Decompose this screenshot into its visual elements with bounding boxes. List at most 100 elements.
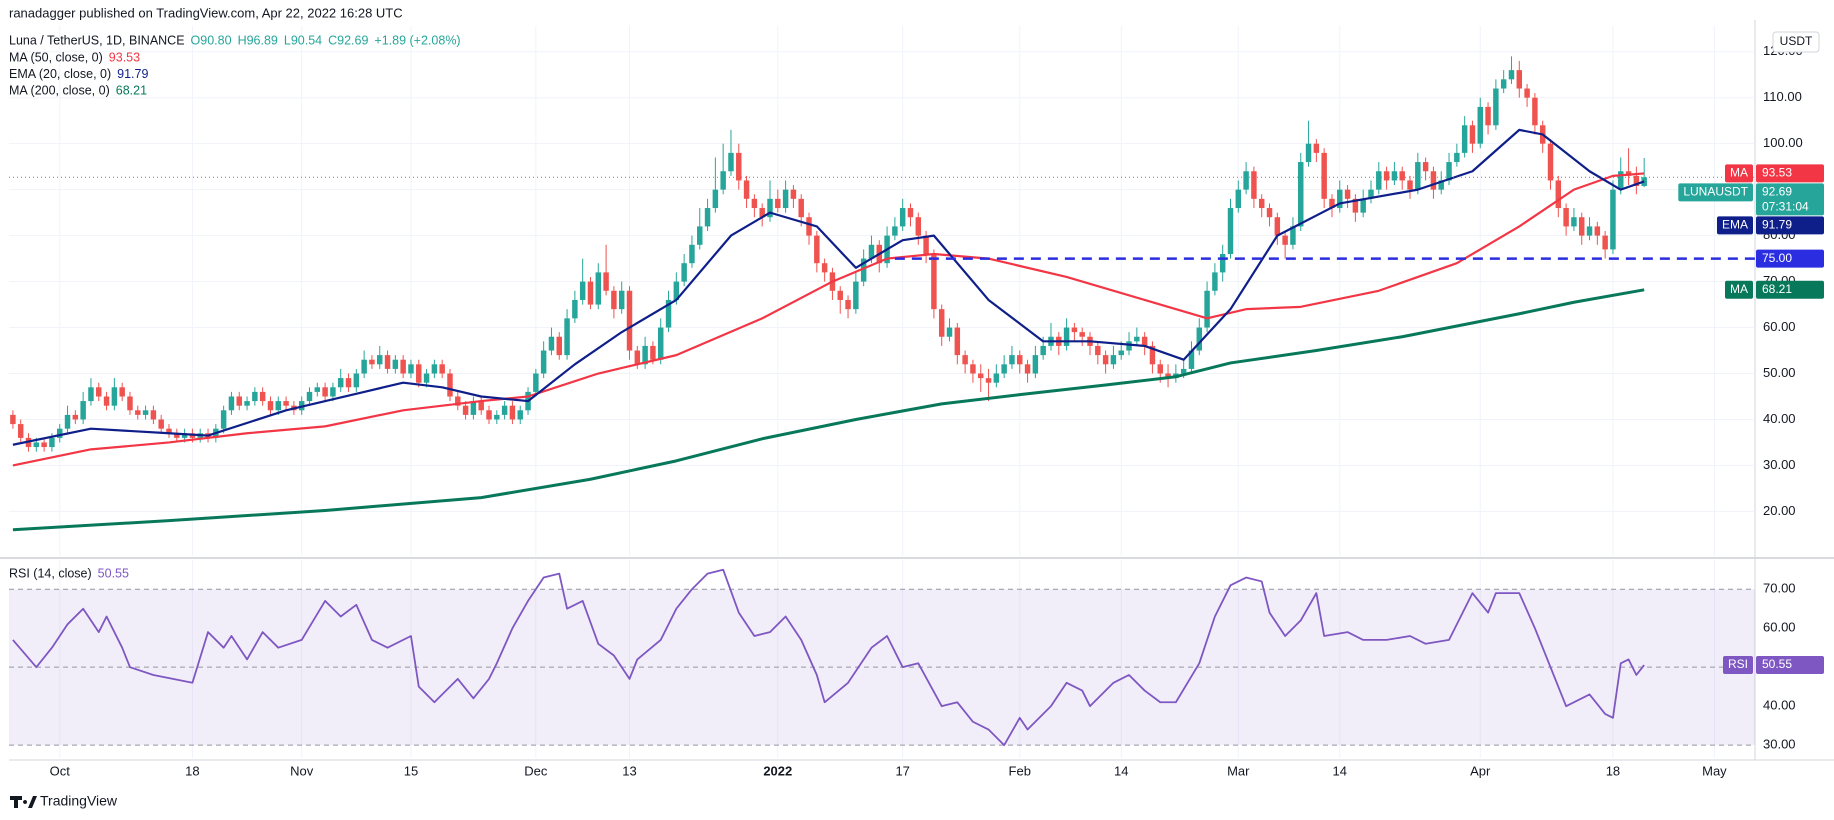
tag-label: EMA bbox=[1722, 218, 1748, 232]
candle-body bbox=[1282, 235, 1288, 245]
candle-body bbox=[1368, 189, 1374, 199]
tag-countdown: 07:31:04 bbox=[1762, 200, 1809, 214]
candle-body bbox=[1524, 88, 1530, 98]
candle-body bbox=[1009, 355, 1015, 365]
publish-note: ranadagger published on TradingView.com,… bbox=[9, 5, 403, 20]
candle-body bbox=[462, 405, 469, 415]
candle-body bbox=[1243, 171, 1249, 190]
candle-body bbox=[907, 208, 914, 218]
candle-body bbox=[1017, 355, 1023, 365]
candle-body bbox=[1430, 171, 1437, 190]
tag-label: RSI bbox=[1728, 657, 1748, 671]
tag-value-box bbox=[1756, 249, 1824, 268]
candle-body bbox=[64, 414, 71, 429]
candle-body bbox=[1032, 355, 1039, 374]
tag-label-box bbox=[1725, 164, 1753, 183]
candle-body bbox=[572, 299, 578, 319]
candle-body bbox=[790, 189, 797, 199]
candle-body bbox=[618, 290, 625, 310]
rsi-tick-label: 40.00 bbox=[1763, 698, 1796, 713]
candle-body bbox=[337, 378, 344, 388]
tag-value-box bbox=[1756, 164, 1824, 183]
candle-body bbox=[899, 208, 906, 227]
x-tick-label: Oct bbox=[50, 763, 71, 778]
indicator-legend: MA (50, close, 0) bbox=[9, 50, 103, 64]
candle-body bbox=[41, 442, 47, 448]
candle-body bbox=[1578, 217, 1585, 236]
candle-body bbox=[1126, 341, 1132, 351]
candle-body bbox=[853, 281, 859, 310]
candle-body bbox=[1212, 272, 1218, 291]
candle-body bbox=[1313, 143, 1320, 153]
candle-body bbox=[634, 350, 641, 365]
tag-value-box bbox=[1756, 183, 1824, 216]
tag-value-box bbox=[1756, 656, 1824, 675]
candle-body bbox=[494, 414, 500, 420]
candle-body bbox=[1376, 171, 1382, 190]
tag-label-box bbox=[1678, 183, 1753, 202]
x-tick-label: 14 bbox=[1114, 763, 1128, 778]
candle-body bbox=[478, 401, 484, 411]
x-tick-label: Feb bbox=[1009, 763, 1031, 778]
candle-body bbox=[96, 387, 102, 397]
candle-body bbox=[946, 327, 953, 337]
candle-body bbox=[439, 364, 445, 374]
candle-body bbox=[1329, 198, 1335, 209]
candle-body bbox=[1134, 336, 1140, 342]
candle-body bbox=[127, 396, 133, 411]
candle-body bbox=[49, 437, 55, 448]
candle-body bbox=[1633, 175, 1640, 186]
candle-body bbox=[1024, 364, 1031, 374]
candle-body bbox=[564, 318, 570, 356]
candle-body bbox=[697, 226, 703, 245]
candle-body bbox=[181, 433, 188, 438]
candle-body bbox=[1321, 152, 1327, 199]
candle-body bbox=[1477, 106, 1483, 144]
candle-body bbox=[595, 272, 602, 305]
candle-body bbox=[174, 433, 180, 438]
candle-body bbox=[220, 410, 227, 429]
candle-body bbox=[10, 414, 16, 425]
candle-body bbox=[775, 198, 781, 209]
indicator-legend: MA (200, close, 0) bbox=[9, 83, 110, 97]
x-tick-label: 14 bbox=[1333, 763, 1347, 778]
x-tick-label: Apr bbox=[1470, 763, 1491, 778]
candle-body bbox=[1508, 70, 1515, 80]
candle-body bbox=[1290, 226, 1296, 245]
rsi-line bbox=[12, 568, 1645, 747]
candle-body bbox=[1415, 162, 1421, 190]
tag-value: 93.53 bbox=[1762, 166, 1792, 180]
candle-body bbox=[837, 290, 843, 300]
candle-body bbox=[501, 405, 508, 415]
candle-body bbox=[1485, 106, 1491, 126]
tag-label: MA bbox=[1730, 282, 1748, 296]
x-tick-label: 13 bbox=[622, 763, 636, 778]
candle-body bbox=[431, 364, 438, 374]
x-tick-label: Mar bbox=[1227, 763, 1250, 778]
candle-body bbox=[1500, 79, 1507, 89]
candle-body bbox=[821, 263, 828, 273]
y-tick-label: 60.00 bbox=[1763, 319, 1796, 334]
candle-body bbox=[1110, 355, 1117, 365]
y-tick-label: 40.00 bbox=[1763, 411, 1796, 426]
candle-body bbox=[1063, 327, 1070, 346]
candle-body bbox=[978, 373, 984, 379]
symbol-title: Luna / TetherUS, 1D, BINANCE bbox=[9, 33, 185, 47]
candle-body bbox=[845, 299, 851, 310]
candle-body bbox=[642, 345, 648, 365]
candle-body bbox=[938, 309, 945, 337]
x-tick-label: May bbox=[1702, 763, 1727, 778]
candle-body bbox=[985, 378, 992, 383]
candle-body bbox=[1344, 189, 1351, 199]
candle-body bbox=[236, 396, 242, 406]
candle-body bbox=[142, 410, 149, 415]
candle-body bbox=[384, 355, 391, 369]
candle-body bbox=[369, 359, 375, 365]
candle-body bbox=[103, 396, 110, 406]
candle-body bbox=[330, 387, 336, 397]
ohlc-legend: H96.89 bbox=[238, 33, 278, 47]
candle-body bbox=[33, 442, 40, 448]
x-tick-label: 17 bbox=[895, 763, 909, 778]
y-tick-label: 20.00 bbox=[1763, 503, 1796, 518]
